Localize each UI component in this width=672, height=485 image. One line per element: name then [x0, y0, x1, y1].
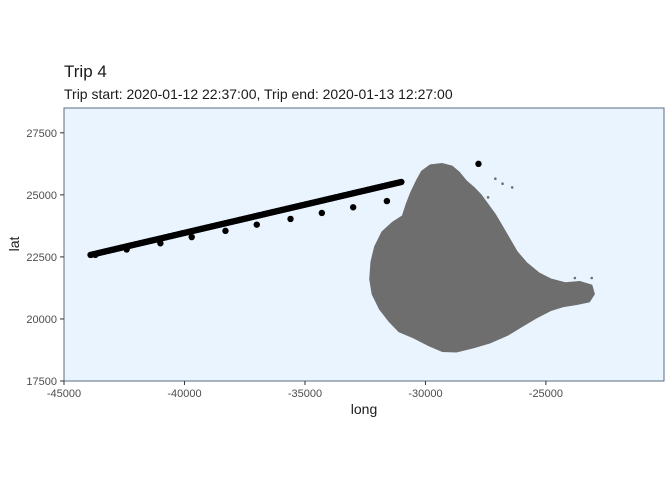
x-axis: -45000 -40000 -35000 -30000 -25000 — [47, 381, 563, 400]
y-axis: 17500 20000 22500 25000 27500 — [26, 128, 64, 388]
islet-5 — [590, 276, 594, 280]
track-point — [398, 178, 405, 186]
y-tick-label: 17500 — [26, 376, 57, 388]
position-point — [123, 246, 130, 253]
islet-4 — [573, 276, 577, 280]
chart-subtitle: Trip start: 2020-01-12 22:37:00, Trip en… — [64, 86, 453, 102]
islet-2 — [510, 186, 514, 189]
x-tick-label: -30000 — [408, 388, 442, 400]
y-tick-label: 22500 — [26, 252, 57, 264]
plot-panel — [63, 107, 665, 382]
land-layer — [369, 163, 595, 353]
chart-title: Trip 4 — [64, 62, 107, 81]
position-point — [475, 160, 482, 168]
points-layer — [87, 160, 482, 259]
position-point — [253, 221, 260, 228]
y-tick-label: 20000 — [26, 314, 57, 326]
position-point — [383, 197, 391, 205]
position-point — [318, 209, 326, 217]
y-axis-label: lat — [6, 237, 22, 252]
x-tick-label: -35000 — [288, 388, 322, 400]
y-tick-label: 27500 — [26, 128, 57, 140]
x-tick-label: -45000 — [47, 388, 81, 400]
position-point — [287, 215, 294, 223]
position-point — [92, 251, 99, 259]
x-axis-label: long — [351, 401, 377, 417]
islet-1 — [501, 182, 504, 185]
x-tick-label: -25000 — [529, 388, 563, 400]
islet-0 — [494, 177, 497, 181]
position-point — [188, 233, 195, 241]
position-point — [157, 240, 164, 247]
x-tick-label: -40000 — [167, 388, 201, 400]
position-point — [349, 204, 357, 211]
islet-3 — [486, 196, 490, 199]
position-point — [222, 227, 229, 235]
island-shape — [369, 163, 595, 353]
y-tick-label: 25000 — [26, 190, 57, 202]
